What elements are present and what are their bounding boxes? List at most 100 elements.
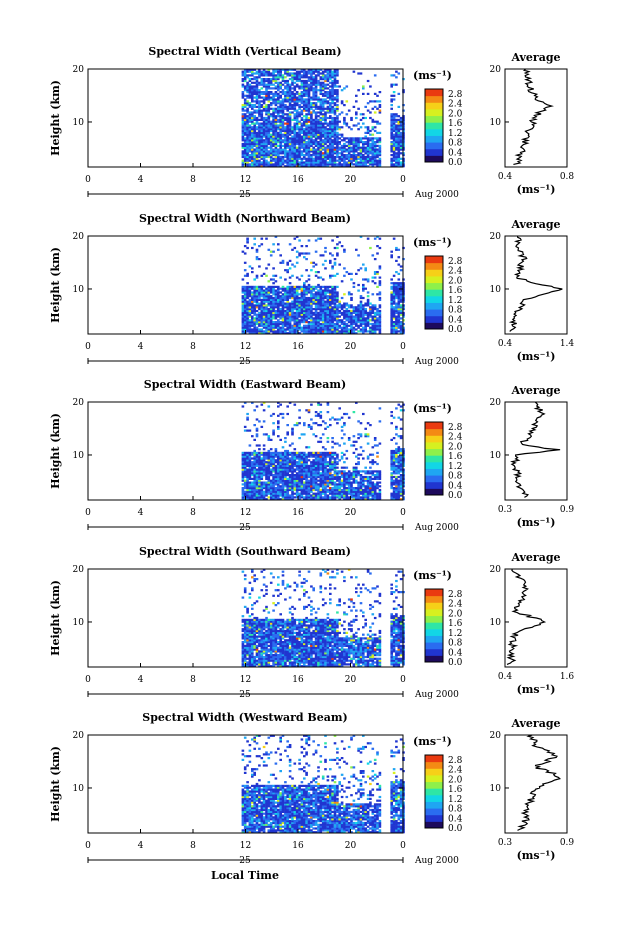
heatmap-cell — [262, 326, 266, 329]
heatmap-cell — [298, 96, 301, 99]
heatmap-cell — [262, 161, 266, 164]
heatmap-cell — [258, 328, 261, 331]
heatmap-cell — [305, 152, 308, 155]
heatmap-cell — [321, 72, 325, 75]
heatmap-cell — [324, 324, 327, 327]
heatmap-cell — [291, 461, 294, 464]
heatmap-cell — [293, 124, 297, 127]
heatmap-cell — [251, 477, 254, 480]
heatmap-cell — [288, 87, 292, 90]
heatmap-cell — [248, 111, 252, 114]
heatmap-cell — [343, 116, 346, 120]
heatmap-cell — [390, 324, 393, 327]
heatmap-cell — [243, 245, 247, 248]
heatmap-cell — [267, 296, 271, 300]
heatmap-cell — [312, 154, 315, 157]
heatmap-cell — [303, 488, 306, 492]
heatmap-cell — [274, 126, 278, 129]
heatmap-cell — [286, 300, 289, 303]
heatmap-cell — [303, 317, 306, 320]
heatmap-cell — [298, 322, 301, 326]
heatmap-cell — [355, 321, 358, 324]
heatmap-cell — [314, 120, 318, 123]
heatmap-cell — [329, 332, 332, 335]
heatmap-cell — [243, 483, 247, 486]
heatmap-cell — [312, 157, 315, 160]
heatmap-cell — [399, 146, 403, 149]
heatmap-cell — [262, 309, 266, 313]
heatmap-cell — [286, 306, 289, 309]
heatmap-cell — [350, 157, 353, 160]
heatmap-cell — [340, 152, 344, 155]
heatmap-cell — [357, 142, 360, 146]
heatmap-cell — [373, 141, 377, 144]
heatmap-cell — [274, 461, 278, 464]
heatmap-cell — [303, 98, 306, 101]
colorbar-swatch — [425, 102, 443, 110]
heatmap-cell — [243, 148, 247, 151]
heatmap-cell — [366, 92, 370, 95]
heatmap-cell — [329, 120, 332, 123]
heatmap-cell — [362, 155, 365, 159]
heatmap-cell — [260, 485, 264, 488]
heatmap-cell — [267, 488, 271, 492]
heatmap-cell — [241, 287, 245, 290]
heatmap-cell — [324, 309, 327, 313]
heatmap-cell — [248, 332, 252, 335]
heatmap-cell — [253, 479, 256, 482]
heatmap-cell — [303, 124, 306, 127]
heatmap-cell — [310, 474, 313, 477]
heatmap-cell — [305, 479, 308, 482]
heatmap-cell — [324, 85, 327, 88]
heatmap-cell — [272, 126, 275, 129]
heatmap-cell — [395, 163, 398, 166]
heatmap-cell — [319, 293, 323, 296]
heatmap-cell — [317, 311, 320, 314]
heatmap-cell — [269, 254, 273, 257]
heatmap-cell — [324, 102, 327, 105]
heatmap-cell — [251, 68, 254, 71]
heatmap-cell — [352, 332, 356, 335]
heatmap-cells — [241, 68, 405, 168]
heatmap-cell — [331, 159, 334, 162]
heatmap-cell — [265, 464, 268, 467]
heatmap-cell — [314, 78, 318, 81]
heatmap-cell — [295, 455, 299, 458]
heatmap-cell — [333, 124, 337, 127]
heatmap-cell — [262, 100, 266, 103]
heatmap-cell — [246, 100, 249, 103]
heatmap-cell — [274, 315, 278, 318]
heatmap-cell — [246, 295, 249, 298]
heatmap-cell — [248, 83, 252, 86]
heatmap-cell — [319, 319, 323, 322]
heatmap-cell — [241, 96, 245, 99]
heatmap-cell — [312, 135, 315, 138]
heatmap-cell — [399, 142, 403, 146]
heatmap-cell — [251, 267, 254, 270]
heatmap-cell — [255, 315, 259, 318]
heatmap-cell — [279, 494, 282, 497]
heatmap-cell — [248, 477, 252, 480]
heatmap-cell — [267, 311, 271, 314]
heatmap-cell — [291, 92, 294, 95]
heatmap-cell — [338, 133, 341, 136]
heatmap-cell — [246, 111, 249, 114]
heatmap-cell — [319, 157, 323, 160]
heatmap-cell — [314, 317, 318, 320]
heatmap-cell — [397, 283, 401, 287]
average-x-label: (ms⁻¹) — [517, 350, 556, 363]
y-tick-label: 20 — [73, 65, 85, 75]
heatmap-cell — [291, 68, 294, 71]
heatmap-cell — [340, 304, 344, 307]
heatmap-cell — [248, 464, 252, 467]
heatmap-cell — [265, 137, 268, 140]
heatmap-cell — [251, 72, 254, 75]
heatmap-cell — [267, 79, 271, 83]
heatmap-cell — [251, 319, 254, 322]
heatmap-cell — [333, 68, 337, 71]
heatmap-cell — [331, 74, 334, 77]
heatmap-cell — [246, 322, 249, 326]
heatmap-cell — [362, 289, 365, 292]
heatmap-cell — [277, 115, 280, 118]
heatmap-cell — [305, 109, 308, 112]
